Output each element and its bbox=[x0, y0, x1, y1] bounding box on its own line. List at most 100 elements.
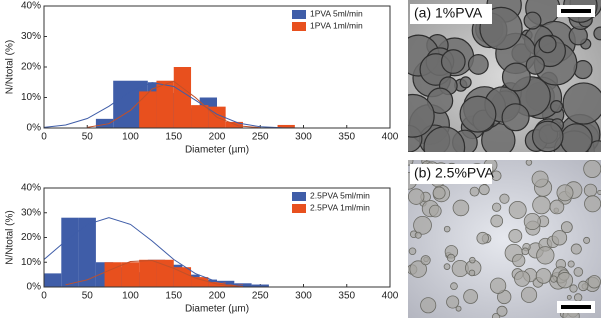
y-tick-label: 20% bbox=[21, 232, 41, 243]
particle bbox=[556, 272, 574, 289]
x-tick-label: 350 bbox=[338, 291, 355, 302]
particle bbox=[420, 297, 437, 314]
micrograph: (a) 1%PVA bbox=[408, 0, 601, 152]
panel-label: (b) 2.5%PVA bbox=[414, 165, 495, 181]
particle bbox=[501, 103, 530, 132]
particle bbox=[525, 55, 545, 75]
x-tick-label: 50 bbox=[82, 132, 94, 143]
particle bbox=[525, 160, 533, 166]
particle bbox=[549, 199, 565, 215]
particle bbox=[597, 189, 601, 195]
bar bbox=[104, 262, 122, 287]
particle bbox=[496, 305, 508, 317]
legend-swatch bbox=[292, 10, 306, 19]
x-tick-label: 300 bbox=[295, 132, 312, 143]
fit-curve bbox=[65, 259, 239, 287]
y-tick-label: 40% bbox=[21, 183, 41, 194]
label-box bbox=[410, 164, 492, 184]
particle bbox=[446, 295, 460, 309]
x-tick-label: 50 bbox=[82, 291, 94, 302]
y-tick-label: 20% bbox=[21, 62, 41, 73]
particle bbox=[408, 247, 417, 256]
particle bbox=[443, 225, 451, 233]
x-tick-label: 200 bbox=[209, 132, 226, 143]
particle bbox=[420, 255, 431, 266]
label-box bbox=[410, 4, 492, 24]
x-tick-label: 400 bbox=[382, 132, 399, 143]
legend-label: 1PVA 1ml/min bbox=[310, 20, 363, 30]
particle bbox=[455, 305, 462, 312]
particle bbox=[459, 95, 497, 133]
particle bbox=[531, 120, 564, 152]
x-tick-label: 150 bbox=[165, 132, 182, 143]
bar bbox=[251, 284, 269, 287]
particle bbox=[446, 253, 456, 263]
particles bbox=[408, 0, 601, 152]
legend-swatch bbox=[292, 192, 306, 201]
particle bbox=[573, 267, 584, 277]
x-tick-label: 100 bbox=[122, 291, 139, 302]
particle bbox=[501, 62, 531, 92]
x-tick-label: 0 bbox=[41, 132, 47, 143]
bar bbox=[78, 217, 96, 287]
particle bbox=[408, 93, 435, 138]
bar bbox=[173, 267, 192, 287]
x-tick-label: 250 bbox=[252, 291, 269, 302]
particle bbox=[414, 231, 422, 239]
particle bbox=[550, 100, 563, 113]
particle bbox=[429, 204, 442, 218]
particle bbox=[469, 186, 480, 197]
particle bbox=[408, 160, 414, 166]
particle bbox=[490, 277, 507, 294]
x-tick-label: 350 bbox=[338, 132, 355, 143]
particle bbox=[508, 201, 527, 219]
particle bbox=[569, 284, 578, 293]
bar bbox=[95, 118, 114, 128]
particle bbox=[492, 202, 502, 212]
particle bbox=[450, 282, 458, 291]
particle bbox=[459, 76, 472, 89]
particle bbox=[468, 269, 476, 277]
bar bbox=[277, 124, 295, 128]
fit-curve bbox=[87, 80, 261, 129]
particle bbox=[523, 212, 541, 231]
particle bbox=[583, 160, 601, 178]
particle bbox=[556, 184, 574, 202]
particle bbox=[551, 230, 568, 246]
panel-label: (a) 1%PVA bbox=[414, 5, 483, 21]
particle bbox=[478, 184, 490, 196]
legend-swatch bbox=[292, 204, 306, 213]
particle bbox=[512, 253, 526, 268]
particle bbox=[490, 214, 504, 228]
plot-frame bbox=[43, 187, 391, 288]
particle bbox=[440, 49, 466, 74]
particle bbox=[593, 26, 601, 41]
y-tick-label: 40% bbox=[21, 1, 41, 12]
fit-curve bbox=[43, 82, 304, 129]
bar bbox=[191, 105, 209, 128]
particle bbox=[550, 275, 558, 283]
particle bbox=[467, 54, 489, 75]
particle bbox=[531, 170, 549, 188]
particle bbox=[408, 188, 425, 205]
particle bbox=[409, 260, 427, 278]
bar bbox=[156, 80, 174, 128]
legend-label: 2.5PVA 5ml/min bbox=[310, 190, 370, 200]
bar bbox=[44, 273, 62, 287]
particle bbox=[567, 260, 575, 268]
particle bbox=[476, 231, 489, 245]
fit-curve bbox=[43, 217, 261, 287]
bar bbox=[61, 217, 79, 287]
y-tick-label: 30% bbox=[21, 207, 41, 218]
x-axis-label: Diameter (µm) bbox=[185, 145, 249, 156]
bar bbox=[208, 282, 226, 287]
particle bbox=[538, 35, 557, 54]
particle bbox=[413, 215, 432, 235]
bar bbox=[173, 67, 192, 128]
particle bbox=[521, 247, 530, 256]
legend-label: 2.5PVA 1ml/min bbox=[310, 202, 370, 212]
particle bbox=[532, 195, 551, 215]
particle bbox=[508, 229, 523, 243]
particle bbox=[560, 221, 573, 234]
